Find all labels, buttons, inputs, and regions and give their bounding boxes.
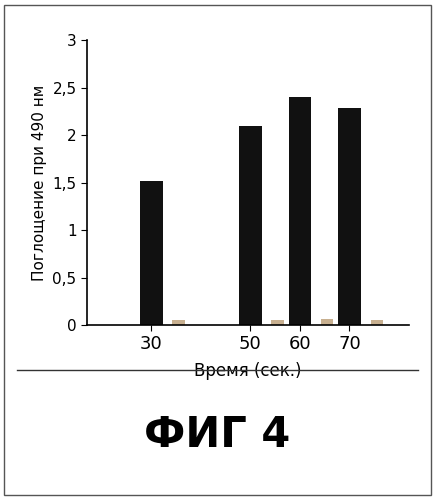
Bar <box>239 126 261 325</box>
Bar <box>271 320 283 325</box>
Bar <box>370 320 382 325</box>
Bar <box>338 108 360 325</box>
Bar <box>288 97 310 325</box>
Y-axis label: Поглощение при 490 нм: Поглощение при 490 нм <box>32 84 47 280</box>
Bar <box>320 320 332 325</box>
Bar <box>172 320 184 325</box>
X-axis label: Время (сек.): Время (сек.) <box>194 362 301 380</box>
Bar <box>140 180 162 325</box>
Text: ФИГ 4: ФИГ 4 <box>144 414 290 456</box>
